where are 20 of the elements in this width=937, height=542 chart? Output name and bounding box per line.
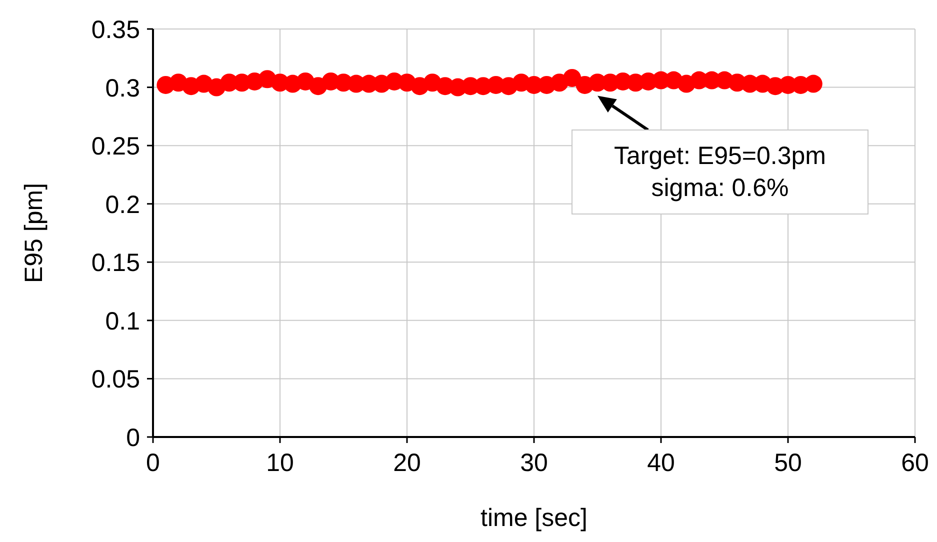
y-tick-label: 0	[126, 424, 140, 452]
y-tick-label: 0.3	[105, 74, 140, 102]
x-tick-label: 0	[146, 449, 160, 477]
point	[563, 68, 582, 87]
y-tick-label: 0.2	[105, 190, 140, 219]
x-tick-label: 60	[901, 449, 929, 477]
y-tick-label: 0.1	[105, 307, 140, 336]
x-tick-label: 40	[647, 449, 675, 477]
annotation: Target: E95=0.3pm sigma: 0.6%	[614, 142, 826, 202]
x-axis-title: time [sec]	[480, 504, 588, 532]
y-tick-label: 0.15	[91, 249, 140, 278]
x-tick-label: 10	[266, 449, 294, 477]
x-tick-label: 30	[520, 449, 548, 477]
x-tick-label: 20	[393, 449, 421, 477]
y-tick-label: 0.05	[91, 366, 140, 394]
x-tick-label: 50	[774, 449, 802, 477]
y-axis-title: E95 [pm]	[20, 182, 48, 284]
point	[804, 74, 822, 93]
y-tick-label: 0.25	[91, 132, 140, 161]
y-tick-label: 0.35	[91, 16, 140, 44]
